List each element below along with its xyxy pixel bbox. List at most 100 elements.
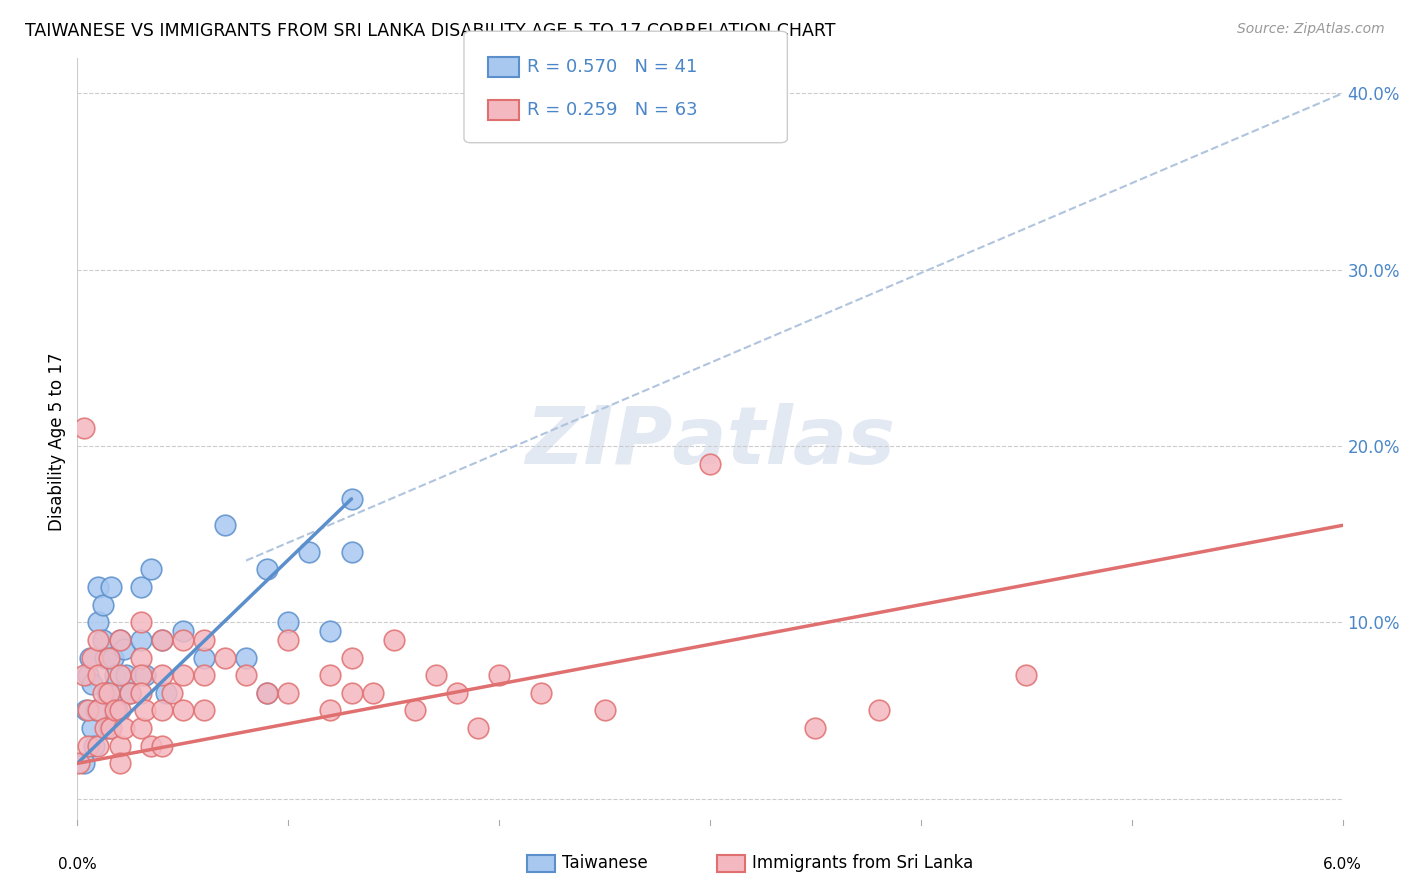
Point (162, 686, 183, 700)
Point (1015, 668, 1038, 682)
Point (120, 686, 141, 700)
Point (96, 686, 118, 700)
Y-axis label: Disability Age 5 to 17: Disability Age 5 to 17 (48, 352, 66, 531)
Point (214, 518, 236, 533)
Point (404, 703, 426, 717)
Point (108, 756, 131, 771)
Text: Source: ZipAtlas.com: Source: ZipAtlas.com (1237, 22, 1385, 37)
Point (150, 668, 173, 682)
Text: Taiwanese: Taiwanese (562, 855, 648, 872)
Point (87, 580, 110, 594)
Point (593, 703, 616, 717)
Point (76, 739, 98, 753)
Point (150, 703, 173, 717)
Point (141, 562, 163, 576)
Point (277, 615, 299, 630)
Point (100, 580, 122, 594)
Point (172, 624, 194, 639)
Point (235, 650, 257, 665)
Text: ZIP​atlas: ZIP​atlas (524, 402, 896, 481)
Point (193, 650, 215, 665)
Point (104, 668, 127, 682)
Point (93, 721, 115, 735)
Point (488, 668, 510, 682)
Point (98, 650, 120, 665)
Point (115, 668, 138, 682)
Point (73, 421, 96, 435)
Point (82, 650, 104, 665)
Point (87, 703, 110, 717)
Point (108, 632, 131, 647)
Point (129, 580, 152, 594)
Point (150, 632, 173, 647)
Point (91, 598, 114, 612)
Point (120, 686, 141, 700)
Point (256, 686, 278, 700)
Point (172, 632, 194, 647)
Point (277, 632, 299, 647)
Point (256, 562, 278, 576)
Point (87, 668, 110, 682)
Point (87, 632, 110, 647)
Point (83, 739, 105, 753)
Point (104, 703, 127, 717)
Point (87, 739, 110, 753)
Point (425, 668, 447, 682)
Point (235, 668, 257, 682)
Point (73, 756, 96, 771)
Point (129, 615, 152, 630)
Point (91, 686, 114, 700)
Point (108, 668, 131, 682)
Point (87, 615, 110, 630)
Point (530, 686, 553, 700)
Point (134, 668, 156, 682)
Point (108, 703, 131, 717)
Point (298, 545, 321, 559)
Point (82, 721, 104, 735)
Point (340, 650, 363, 665)
Point (193, 703, 215, 717)
Point (141, 739, 163, 753)
Point (67, 756, 90, 771)
Point (172, 668, 194, 682)
Point (98, 686, 120, 700)
Point (361, 686, 384, 700)
Text: TAIWANESE VS IMMIGRANTS FROM SRI LANKA DISABILITY AGE 5 TO 17 CORRELATION CHART: TAIWANESE VS IMMIGRANTS FROM SRI LANKA D… (25, 22, 835, 40)
Point (150, 632, 173, 647)
Point (382, 632, 405, 647)
Point (319, 624, 342, 639)
Point (446, 686, 468, 700)
Text: R = 0.570   N = 41: R = 0.570 N = 41 (527, 58, 697, 76)
Text: 6.0%: 6.0% (1323, 857, 1362, 871)
Point (76, 703, 98, 717)
Point (93, 650, 115, 665)
Point (319, 703, 342, 717)
Point (82, 677, 104, 691)
Point (79, 650, 101, 665)
Point (76, 668, 98, 682)
Point (107, 703, 129, 717)
Point (129, 632, 152, 647)
Point (699, 457, 721, 471)
Point (467, 721, 489, 735)
Point (112, 721, 135, 735)
Point (129, 686, 152, 700)
Point (75, 703, 97, 717)
Point (193, 632, 215, 647)
Point (108, 632, 131, 647)
Point (155, 686, 177, 700)
Point (256, 686, 278, 700)
Point (340, 491, 363, 506)
Point (129, 650, 152, 665)
Point (172, 703, 194, 717)
Point (214, 650, 236, 665)
Text: 0.0%: 0.0% (58, 857, 97, 871)
Point (340, 686, 363, 700)
Point (277, 686, 299, 700)
Point (340, 545, 363, 559)
Text: Immigrants from Sri Lanka: Immigrants from Sri Lanka (752, 855, 973, 872)
Point (108, 739, 131, 753)
Point (98, 721, 120, 735)
Text: R = 0.259   N = 63: R = 0.259 N = 63 (527, 101, 697, 119)
Point (804, 721, 827, 735)
